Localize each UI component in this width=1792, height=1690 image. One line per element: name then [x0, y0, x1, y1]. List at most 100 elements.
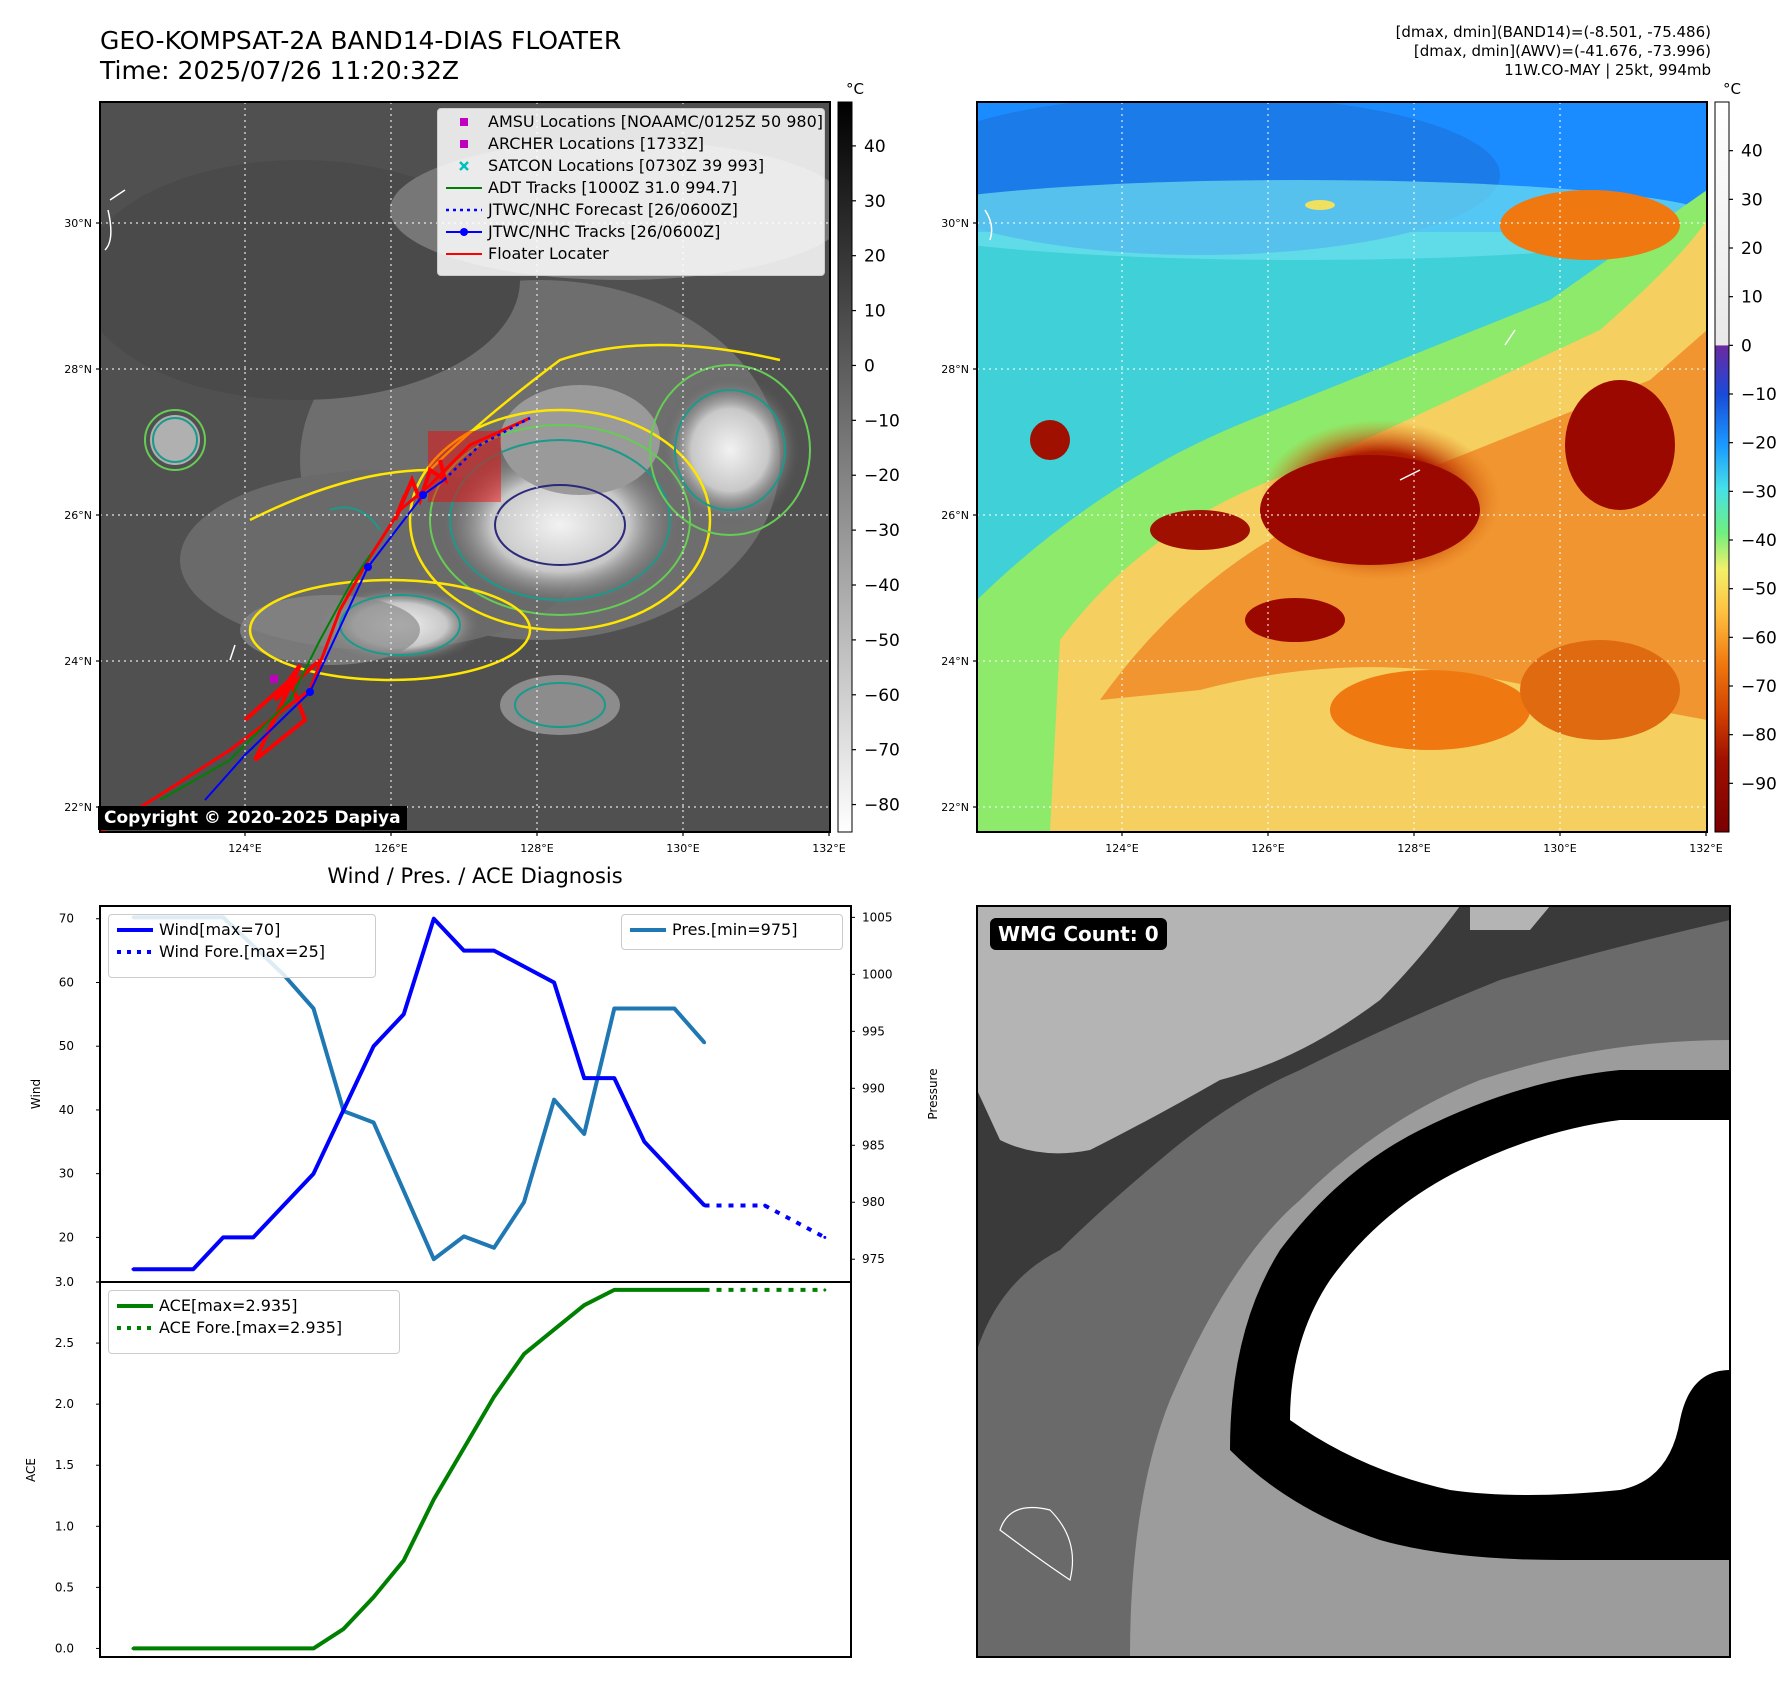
- ace-legend-item: ACE[max=2.935]: [109, 1295, 399, 1317]
- wind-tick-label: 50: [59, 1039, 74, 1053]
- legend-symbol: [630, 928, 666, 932]
- pressure-series-point: [402, 1189, 406, 1193]
- colorbar-tick-label: 20: [1741, 239, 1763, 259]
- pressure-tick-label: 1000: [862, 967, 893, 981]
- copyright-badge: Copyright © 2020-2025 Dapiya: [98, 806, 407, 830]
- wind-forecast-series-point: [703, 1204, 707, 1208]
- ir-colorbar: [837, 101, 853, 833]
- wind-series-point: [492, 949, 496, 953]
- chart-series-layer: [131, 915, 827, 1651]
- ir-lon-ticks: 124°E 126°E 128°E 130°E 132°E: [228, 832, 846, 855]
- lon-tick-label: 126°E: [374, 842, 407, 855]
- colorbar-tick-label: 10: [1741, 288, 1763, 308]
- legend-symbol: [446, 187, 482, 189]
- legend-label: Wind Fore.[max=25]: [159, 942, 325, 961]
- legend-label: ACE[max=2.935]: [159, 1296, 298, 1315]
- colorbar-tick-label: 0: [864, 356, 875, 376]
- ace-forecast-series-point: [823, 1288, 827, 1292]
- legend-symbol: [117, 1304, 153, 1308]
- lon-tick-label: 130°E: [1543, 842, 1576, 855]
- ace-series-point: [432, 1497, 436, 1501]
- ace-axes-frame: [99, 1281, 852, 1658]
- ace-tick-label: 3.0: [55, 1275, 74, 1289]
- colorbar-tick-label: 40: [864, 137, 886, 157]
- ace-forecast-series-point: [703, 1288, 707, 1292]
- wind-tick-label: 20: [59, 1230, 74, 1244]
- legend-label: Pres.[min=975]: [672, 920, 798, 939]
- wind-series-point: [131, 1267, 135, 1271]
- pressure-series-point: [672, 1007, 676, 1011]
- wind-forecast-series-point: [763, 1204, 767, 1208]
- ir-colorbar-unit: °C: [846, 80, 864, 98]
- legend-symbol: [446, 253, 482, 255]
- wind-series-point: [402, 1012, 406, 1016]
- pressure-series-point: [642, 1007, 646, 1011]
- lon-tick-label: 124°E: [228, 842, 261, 855]
- ace-series-point: [552, 1328, 556, 1332]
- wind-ylabel: Wind: [29, 1079, 43, 1109]
- wind-series-point: [582, 1076, 586, 1080]
- pressure-tick-label: 980: [862, 1195, 885, 1209]
- wind-forecast-legend-item: Wind Fore.[max=25]: [109, 941, 375, 963]
- lon-tick-label: 126°E: [1251, 842, 1284, 855]
- wind-series-point: [432, 917, 436, 921]
- map-legend: AMSU Locations [NOAAMC/0125Z 50 980] ARCH…: [437, 108, 825, 276]
- map-legend-item: Floater Locater: [438, 243, 824, 265]
- ir-map-frame: [99, 101, 831, 833]
- pressure-legend-item: Pres.[min=975]: [622, 919, 842, 941]
- lat-tick-label: 28°N: [64, 363, 92, 376]
- pressure-tick-label: 985: [862, 1138, 885, 1152]
- lat-tick-label: 24°N: [941, 655, 969, 668]
- ace-series-point: [402, 1559, 406, 1563]
- ace-tick-label: 0.5: [55, 1580, 74, 1594]
- colorbar-tick-label: −80: [864, 796, 900, 816]
- wmg-panel: [976, 905, 1731, 1658]
- colorbar-tick-label: 40: [1741, 142, 1763, 162]
- chart-title: Wind / Pres. / ACE Diagnosis: [327, 864, 622, 888]
- pressure-series-point: [372, 1120, 376, 1124]
- wmg-frame: [976, 905, 1731, 1658]
- legend-label: JTWC/NHC Tracks [26/0600Z]: [488, 222, 721, 241]
- colorbar-tick-label: −30: [1741, 482, 1777, 502]
- colorbar-tick-label: 30: [1741, 190, 1763, 210]
- colorbar-tick-label: −20: [1741, 434, 1777, 454]
- wind-series-point: [552, 980, 556, 984]
- colorbar-tick-label: −40: [864, 576, 900, 596]
- pressure-series-point: [552, 1098, 556, 1102]
- wmg-count-badge: WMG Count: 0: [990, 918, 1167, 950]
- legend-label: SATCON Locations [0730Z 39 993]: [488, 156, 765, 175]
- colorbar-tick-label: −50: [864, 631, 900, 651]
- lon-tick-label: 128°E: [1397, 842, 1430, 855]
- colorbar-tick-label: −30: [864, 521, 900, 541]
- wv-imagery: [977, 102, 1707, 832]
- ace-tick-label: 2.0: [55, 1397, 74, 1411]
- legend-label: AMSU Locations [NOAAMC/0125Z 50 980]: [488, 112, 824, 131]
- ace-series-point: [342, 1627, 346, 1631]
- legend-symbol: [446, 208, 482, 212]
- ace-series-point: [492, 1395, 496, 1399]
- map-legend-item: JTWC/NHC Tracks [26/0600Z]: [438, 221, 824, 243]
- colorbar-tick-label: −60: [864, 686, 900, 706]
- pressure-tick-label: 1005: [862, 910, 893, 924]
- wind-forecast-series-point: [823, 1235, 827, 1239]
- colorbar-tick-label: −10: [1741, 385, 1777, 405]
- pressure-legend: Pres.[min=975]: [621, 914, 843, 950]
- ace-series-point: [612, 1288, 616, 1292]
- wind-axis-ticks: 20 30 40 50 60 70: [59, 912, 100, 1244]
- ace-tick-label: 2.5: [55, 1336, 74, 1350]
- colorbar-tick-label: −60: [1741, 628, 1777, 648]
- legend-symbol: [446, 228, 482, 236]
- meta-line3: 11W.CO-MAY | 25kt, 994mb: [1504, 61, 1711, 79]
- lon-tick-label: 132°E: [1689, 842, 1722, 855]
- ace-tick-label: 1.0: [55, 1519, 74, 1533]
- pressure-tick-label: 975: [862, 1252, 885, 1266]
- colorbar-tick-label: −80: [1741, 726, 1777, 746]
- ace-series-point: [311, 1646, 315, 1650]
- legend-symbol: [117, 928, 153, 932]
- colorbar-tick-label: −40: [1741, 531, 1777, 551]
- lon-tick-label: 132°E: [812, 842, 845, 855]
- map-legend-item: ADT Tracks [1000Z 31.0 994.7]: [438, 177, 824, 199]
- wind-series-point: [462, 949, 466, 953]
- pressure-series-point: [582, 1132, 586, 1136]
- wind-series-point: [251, 1235, 255, 1239]
